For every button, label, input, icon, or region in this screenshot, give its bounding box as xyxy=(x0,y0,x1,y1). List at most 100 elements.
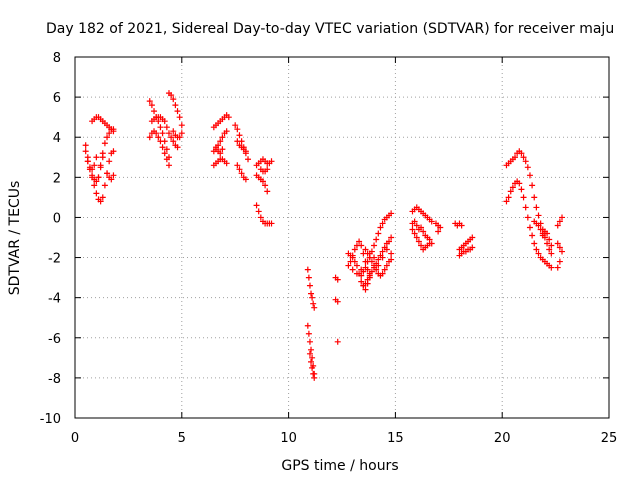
data-point xyxy=(151,108,158,115)
data-point xyxy=(428,240,435,247)
data-point xyxy=(310,370,317,377)
data-point xyxy=(366,272,373,279)
data-point xyxy=(375,256,382,263)
series-arc-20 xyxy=(253,172,271,195)
data-point xyxy=(334,338,341,345)
data-point xyxy=(170,128,177,135)
series-arc-11 xyxy=(170,128,185,141)
data-point xyxy=(533,204,540,211)
chart-title: Day 182 of 2021, Sidereal Day-to-day VTE… xyxy=(46,21,614,37)
data-point xyxy=(469,234,476,241)
data-point xyxy=(520,154,527,161)
data-point xyxy=(548,264,555,271)
data-point xyxy=(458,222,465,229)
data-point xyxy=(371,254,378,261)
data-point xyxy=(304,322,311,329)
data-point xyxy=(305,274,312,281)
data-point xyxy=(368,258,375,265)
data-point xyxy=(531,194,538,201)
series-arc-45 xyxy=(554,240,566,271)
data-point xyxy=(82,142,89,149)
data-point xyxy=(518,186,525,193)
data-point xyxy=(106,158,113,165)
data-points xyxy=(82,90,566,381)
data-point xyxy=(358,278,365,285)
data-point xyxy=(366,250,373,257)
data-point xyxy=(362,264,369,271)
series-arc-34 xyxy=(409,226,435,253)
data-point xyxy=(544,240,551,247)
series-arc-23 xyxy=(304,266,318,311)
data-point xyxy=(469,244,476,251)
data-point xyxy=(311,374,318,381)
data-point xyxy=(383,262,390,269)
data-point xyxy=(257,214,264,221)
series-arc-16 xyxy=(232,122,252,163)
y-tick-label: -8 xyxy=(48,372,61,387)
data-point xyxy=(93,154,100,161)
data-point xyxy=(234,138,241,145)
series-arc-43 xyxy=(539,228,555,249)
series-arc-21 xyxy=(253,202,275,227)
data-point xyxy=(556,244,563,251)
data-point xyxy=(375,262,382,269)
series-arc-17 xyxy=(234,162,249,183)
series-arc-4 xyxy=(95,126,117,181)
data-point xyxy=(385,238,392,245)
data-point xyxy=(428,218,435,225)
data-point xyxy=(537,226,544,233)
data-point xyxy=(264,188,271,195)
data-point xyxy=(89,166,96,173)
data-point xyxy=(379,248,386,255)
x-tick-label: 20 xyxy=(494,431,511,446)
series-arc-10 xyxy=(165,90,185,129)
data-point xyxy=(101,182,108,189)
data-point xyxy=(170,138,177,145)
data-point xyxy=(163,124,170,131)
data-point xyxy=(529,182,536,189)
data-point xyxy=(217,138,224,145)
data-point xyxy=(437,224,444,231)
data-point xyxy=(219,134,226,141)
y-tick-label: 0 xyxy=(53,211,61,226)
data-point xyxy=(153,130,160,137)
data-point xyxy=(353,262,360,269)
data-point xyxy=(155,134,162,141)
series-arc-25 xyxy=(306,350,318,381)
data-point xyxy=(84,158,91,165)
data-point xyxy=(163,156,170,163)
data-point xyxy=(524,164,531,171)
x-tick-label: 5 xyxy=(178,431,186,446)
data-point xyxy=(531,240,538,247)
data-point xyxy=(518,150,525,157)
data-point xyxy=(522,158,529,165)
data-point xyxy=(345,262,352,269)
series-arc-15 xyxy=(212,144,226,157)
series-arc-22 xyxy=(257,166,271,175)
data-point xyxy=(262,182,269,189)
series-arc-37 xyxy=(452,220,465,229)
x-tick-label: 15 xyxy=(387,431,404,446)
y-tick-label: -6 xyxy=(48,332,61,347)
data-point xyxy=(554,240,561,247)
data-point xyxy=(238,170,245,177)
data-point xyxy=(232,122,239,129)
data-point xyxy=(373,266,380,273)
data-point xyxy=(104,134,111,141)
data-point xyxy=(310,300,317,307)
data-point xyxy=(91,182,98,189)
data-point xyxy=(505,194,512,201)
data-point xyxy=(381,266,388,273)
data-point xyxy=(311,304,318,311)
data-point xyxy=(219,146,226,153)
data-point xyxy=(520,194,527,201)
data-point xyxy=(512,154,519,161)
data-point xyxy=(168,134,175,141)
data-point xyxy=(334,298,341,305)
data-point xyxy=(174,144,181,151)
data-point xyxy=(223,160,230,167)
data-point xyxy=(362,258,369,265)
data-point xyxy=(93,178,100,185)
y-tick-label: 2 xyxy=(53,171,61,186)
